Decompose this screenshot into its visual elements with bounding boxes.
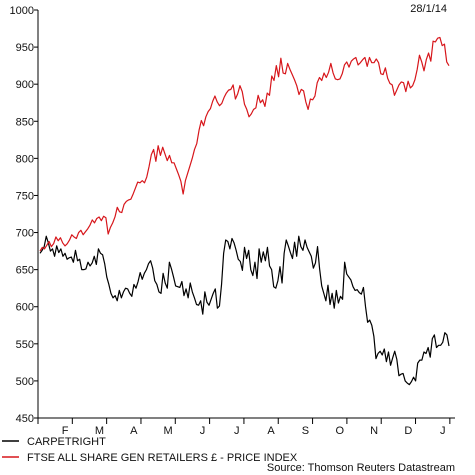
series-line-ftse-gen-retailers [39, 36, 450, 252]
x-tick-label: S [302, 425, 309, 437]
y-tick-label: 500 [16, 376, 34, 388]
x-tick-label: M [95, 425, 104, 437]
source-note: Source: Thomson Reuters Datastream [267, 462, 455, 474]
legend-label-carpetright: CARPETRIGHT [27, 436, 106, 448]
chart-date: 28/1/14 [410, 3, 447, 15]
y-tick-label: 750 [16, 190, 34, 202]
y-tick-label: 1000 [10, 5, 34, 17]
y-tick-label: 550 [16, 339, 34, 351]
y-tick-label: 600 [16, 302, 34, 314]
x-tick-label: A [267, 425, 275, 437]
y-tick-label: 900 [16, 79, 34, 91]
x-tick-label: N [370, 425, 378, 437]
x-tick-label: J [200, 425, 206, 437]
y-tick-label: 650 [16, 265, 34, 277]
x-tick-label: J [234, 425, 240, 437]
series-line-carpetright [39, 235, 450, 386]
y-tick-label: 450 [16, 413, 34, 425]
legend: CARPETRIGHT FTSE ALL SHARE GEN RETAILERS… [2, 436, 298, 464]
y-tick-label: 950 [16, 42, 34, 54]
x-tick-label: J [440, 425, 446, 437]
x-tick-label: M [164, 425, 173, 437]
y-tick-label: 700 [16, 228, 34, 240]
y-tick-label: 850 [16, 116, 34, 128]
x-tick-label: F [62, 425, 69, 437]
y-axis: 450 500 550 600 650 700 750 800 850 900 950 1000 [10, 5, 38, 425]
legend-label-ftse: FTSE ALL SHARE GEN RETAILERS £ - PRICE I… [27, 452, 298, 464]
plot-frame [37, 10, 455, 419]
x-tick-label: O [335, 425, 344, 437]
x-tick-label: D [404, 425, 412, 437]
series-lines [39, 36, 450, 386]
x-tick-label: A [130, 425, 138, 437]
y-tick-label: 800 [16, 153, 34, 165]
